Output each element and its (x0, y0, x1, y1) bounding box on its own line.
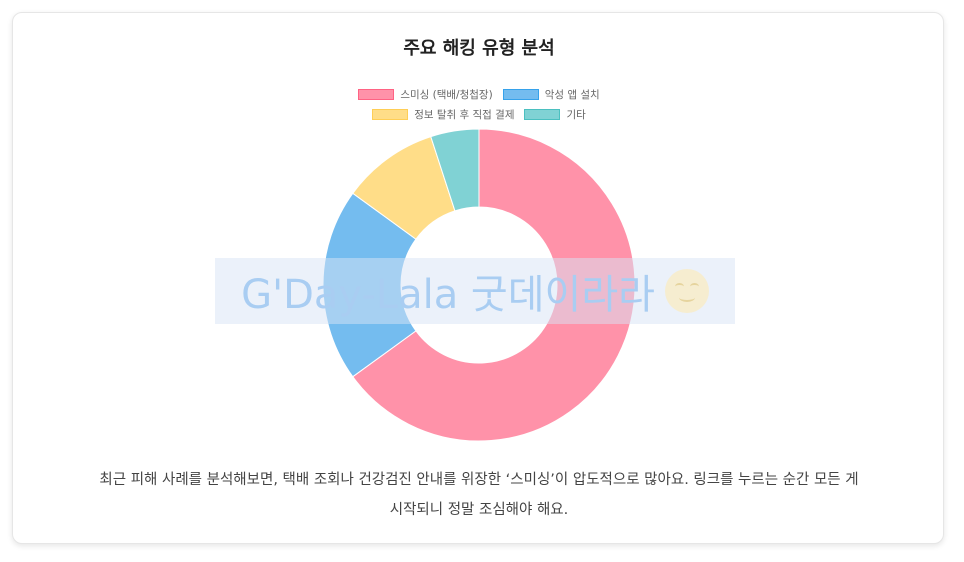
chart-card: 주요 해킹 유형 분석 스미싱 (택배/청첩장) 악성 앱 설치 정보 탈취 후… (12, 12, 944, 544)
legend-row-1: 스미싱 (택배/청첩장) 악성 앱 설치 (13, 87, 945, 102)
legend-swatch-direct-payment (372, 109, 409, 120)
chart-description: 최근 피해 사례를 분석해보면, 택배 조회나 건강검진 안내를 위장한 ‘스미… (33, 465, 925, 525)
legend-label-smishing: 스미싱 (택배/청첩장) (400, 89, 493, 101)
description-line-1: 최근 피해 사례를 분석해보면, 택배 조회나 건강검진 안내를 위장한 ‘스미… (99, 472, 859, 488)
legend-swatch-smishing (358, 89, 395, 100)
legend-item-malicious-app[interactable]: 악성 앱 설치 (502, 87, 600, 102)
watermark: G'Day-Lala 굿데이라라 (215, 258, 735, 324)
legend-item-direct-payment[interactable]: 정보 탈취 후 직접 결제 (372, 107, 514, 122)
legend-label-malicious-app: 악성 앱 설치 (544, 89, 600, 101)
donut-slice-other[interactable] (430, 128, 480, 212)
watermark-text: G'Day-Lala 굿데이라라 (241, 272, 655, 318)
donut-chart (322, 128, 636, 442)
chart-title: 주요 해킹 유형 분석 (403, 38, 555, 59)
legend-item-smishing[interactable]: 스미싱 (택배/청첩장) (358, 87, 493, 102)
legend-label-other: 기타 (566, 109, 586, 121)
legend-swatch-other (524, 109, 561, 120)
description-line-2: 시작되니 정말 조심해야 해요. (389, 502, 569, 518)
legend-item-other[interactable]: 기타 (524, 107, 586, 122)
legend-swatch-malicious-app (502, 89, 539, 100)
legend-label-direct-payment: 정보 탈취 후 직접 결제 (414, 109, 515, 121)
smiling-face-icon (664, 269, 709, 313)
legend-row-2: 정보 탈취 후 직접 결제 기타 (13, 107, 945, 122)
